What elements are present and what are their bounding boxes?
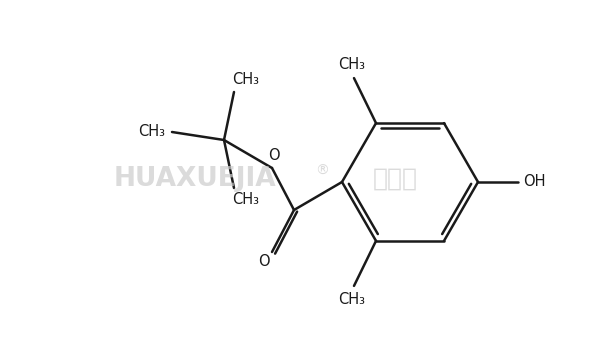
Text: OH: OH <box>523 174 545 190</box>
Text: O: O <box>268 149 280 163</box>
Text: CH₃: CH₃ <box>233 193 260 207</box>
Text: ®: ® <box>315 164 329 178</box>
Text: O: O <box>258 254 270 269</box>
Text: CH₃: CH₃ <box>139 124 166 139</box>
Text: CH₃: CH₃ <box>338 292 365 307</box>
Text: HUAXUEJIA: HUAXUEJIA <box>114 166 276 192</box>
Text: CH₃: CH₃ <box>338 57 365 72</box>
Text: CH₃: CH₃ <box>233 72 260 87</box>
Text: 化学加: 化学加 <box>373 167 417 191</box>
